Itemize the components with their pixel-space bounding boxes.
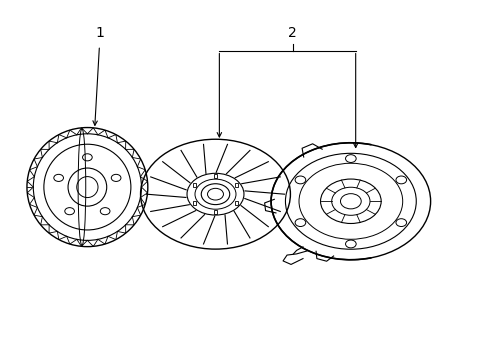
Text: 1: 1	[95, 26, 103, 40]
Text: 2: 2	[288, 26, 297, 40]
